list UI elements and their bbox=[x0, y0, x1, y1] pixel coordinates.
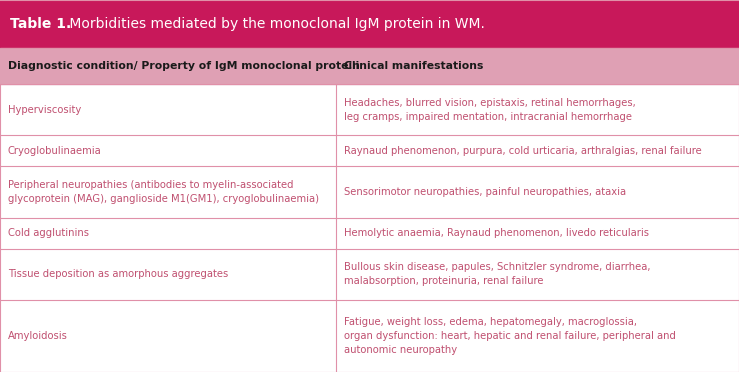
Text: Clinical manifestations: Clinical manifestations bbox=[344, 61, 483, 71]
Text: Hyperviscosity: Hyperviscosity bbox=[8, 105, 81, 115]
Text: Fatigue, weight loss, edema, hepatomegaly, macroglossia,
organ dysfunction: hear: Fatigue, weight loss, edema, hepatomegal… bbox=[344, 317, 676, 355]
Bar bbox=[0, 135, 739, 166]
Text: Cryoglobulinaemia: Cryoglobulinaemia bbox=[8, 146, 102, 156]
Bar bbox=[0, 218, 739, 248]
Text: Sensorimotor neuropathies, painful neuropathies, ataxia: Sensorimotor neuropathies, painful neuro… bbox=[344, 187, 627, 197]
Text: Table 1.: Table 1. bbox=[10, 17, 71, 31]
Bar bbox=[0, 300, 739, 372]
Text: Amyloidosis: Amyloidosis bbox=[8, 331, 68, 341]
Text: Headaches, blurred vision, epistaxis, retinal hemorrhages,
leg cramps, impaired : Headaches, blurred vision, epistaxis, re… bbox=[344, 98, 636, 122]
Text: Bullous skin disease, papules, Schnitzler syndrome, diarrhea,
malabsorption, pro: Bullous skin disease, papules, Schnitzle… bbox=[344, 263, 651, 286]
Bar bbox=[0, 84, 739, 135]
Bar bbox=[0, 0, 739, 48]
Text: Tissue deposition as amorphous aggregates: Tissue deposition as amorphous aggregate… bbox=[8, 269, 228, 279]
Text: Peripheral neuropathies (antibodies to myelin-associated
glycoprotein (MAG), gan: Peripheral neuropathies (antibodies to m… bbox=[8, 180, 319, 204]
Bar bbox=[0, 248, 739, 300]
Bar bbox=[0, 48, 739, 84]
Text: Raynaud phenomenon, purpura, cold urticaria, arthralgias, renal failure: Raynaud phenomenon, purpura, cold urtica… bbox=[344, 146, 702, 156]
Text: Diagnostic condition/ Property of IgM monoclonal protein: Diagnostic condition/ Property of IgM mo… bbox=[8, 61, 360, 71]
Text: Hemolytic anaemia, Raynaud phenomenon, livedo reticularis: Hemolytic anaemia, Raynaud phenomenon, l… bbox=[344, 228, 650, 238]
Text: Morbidities mediated by the monoclonal IgM protein in WM.: Morbidities mediated by the monoclonal I… bbox=[65, 17, 485, 31]
Text: Cold agglutinins: Cold agglutinins bbox=[8, 228, 89, 238]
Bar bbox=[0, 166, 739, 218]
